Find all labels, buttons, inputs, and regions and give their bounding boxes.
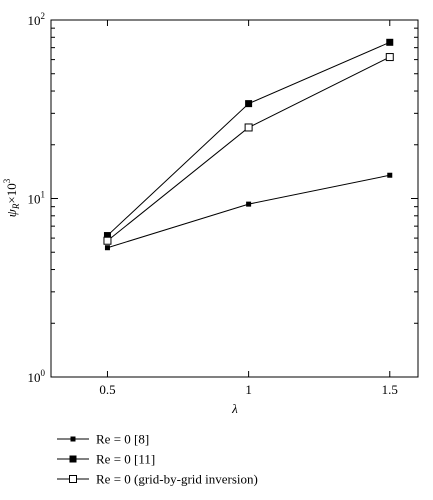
marker-small-filled-point: [387, 172, 393, 178]
legend-label: Re = 0 [8]: [96, 432, 149, 447]
marker-small-filled-point: [246, 201, 252, 207]
x-tick-label: 1.5: [382, 382, 398, 397]
series-3: [103, 53, 394, 245]
y-axis-title: ψR×103: [2, 178, 21, 217]
y-tick-label: 100: [28, 368, 46, 385]
legend-label: Re = 0 (grid-by-grid inversion): [96, 472, 258, 487]
y-axis-ticks: 100 101 102: [28, 11, 418, 385]
series-line: [107, 174, 390, 249]
x-axis-title: λ: [231, 401, 238, 416]
marker-small-filled-point: [104, 245, 110, 251]
svg-text:ψR×103: ψR×103: [2, 178, 21, 217]
legend: Re = 0 [8] Re = 0 [11] Re = 0 (grid-by-gri…: [57, 432, 258, 487]
y-axis-title-multiplier: ×10: [4, 183, 19, 203]
marker-open-legend: [69, 475, 77, 483]
marker-large-filled-point: [103, 232, 111, 240]
plot-frame: [50, 19, 419, 378]
x-axis-ticks: 0.5 1 1.5: [99, 20, 398, 397]
legend-label: Re = 0 [11]: [96, 452, 155, 467]
series-layer: [103, 38, 394, 251]
series-2: [103, 38, 394, 240]
marker-open-point: [103, 236, 112, 245]
plot-area: [50, 19, 419, 378]
legend-item: Re = 0 [11]: [57, 452, 155, 467]
series-line: [107, 56, 390, 242]
marker-large-filled-point: [386, 38, 394, 46]
y-axis-title-symbol: ψ: [4, 208, 19, 217]
marker-large-filled-legend: [69, 455, 77, 463]
x-tick-label: 0.5: [99, 382, 115, 397]
y-axis-title-exponent: 3: [2, 178, 12, 183]
legend-item: Re = 0 (grid-by-grid inversion): [57, 472, 258, 487]
x-tick-label: 1: [245, 382, 252, 397]
marker-small-filled-legend: [70, 436, 76, 442]
marker-open-point: [385, 53, 394, 62]
y-axis-title-subscript: R: [11, 203, 21, 210]
marker-open-point: [244, 123, 253, 132]
y-tick-label: 101: [28, 190, 46, 207]
y-tick-label: 102: [28, 11, 46, 28]
legend-item: Re = 0 [8]: [57, 432, 149, 447]
marker-large-filled-point: [245, 100, 253, 108]
series-1: [104, 172, 393, 251]
